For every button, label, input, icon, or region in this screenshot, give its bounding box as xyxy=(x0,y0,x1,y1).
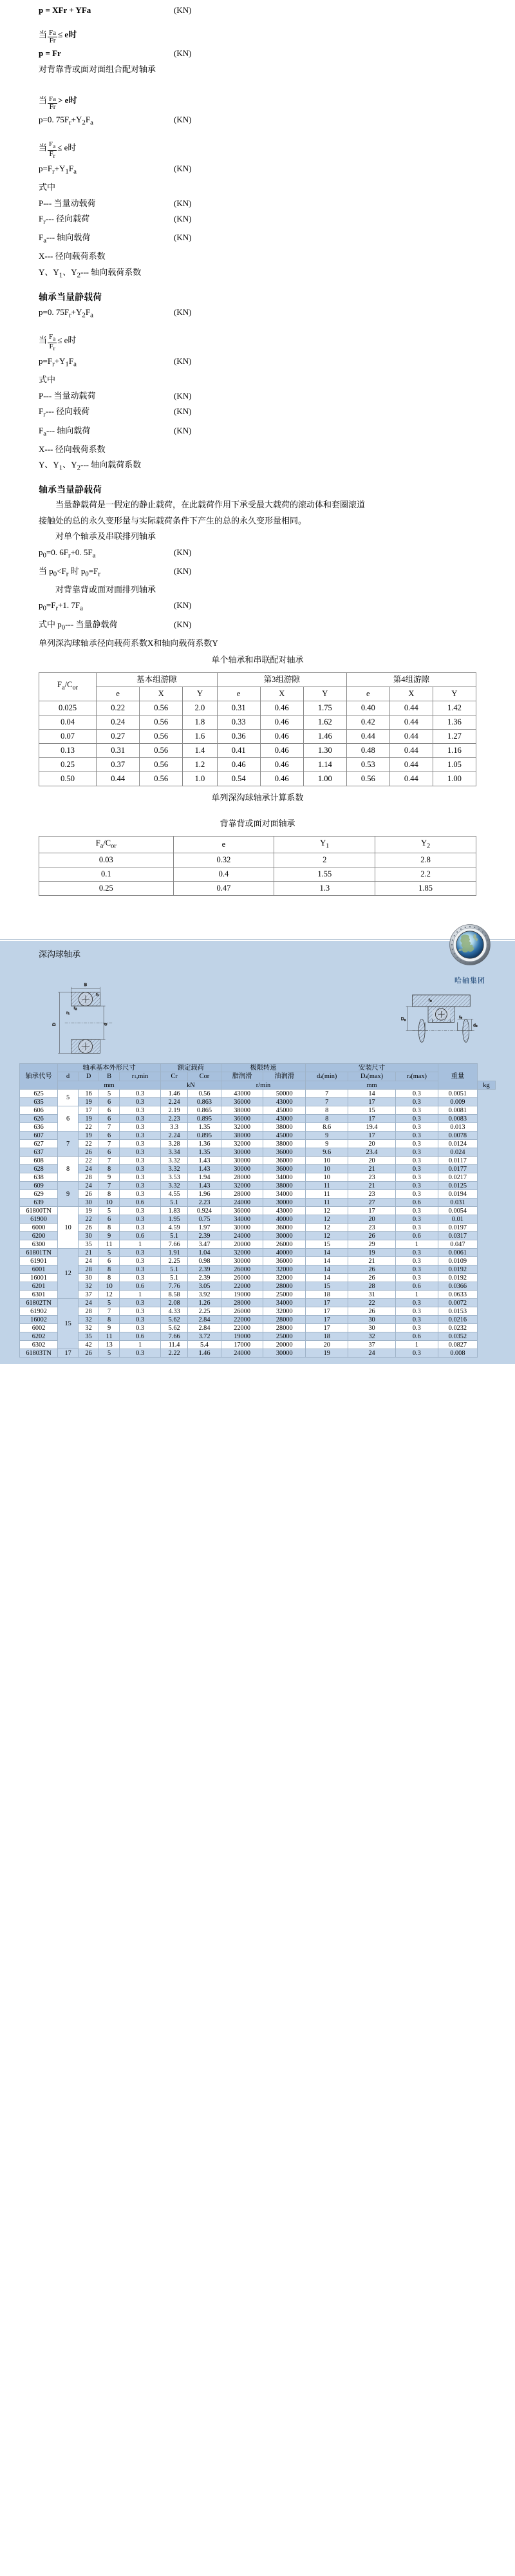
svg-text:d: d xyxy=(104,1023,108,1026)
svg-text:r1: r1 xyxy=(66,1010,70,1016)
svg-text:D: D xyxy=(52,1023,57,1026)
svg-text:de: de xyxy=(473,1023,478,1028)
svg-text:De: De xyxy=(401,1017,406,1022)
svg-text:r2: r2 xyxy=(74,1006,77,1011)
svg-text:B: B xyxy=(84,983,87,987)
